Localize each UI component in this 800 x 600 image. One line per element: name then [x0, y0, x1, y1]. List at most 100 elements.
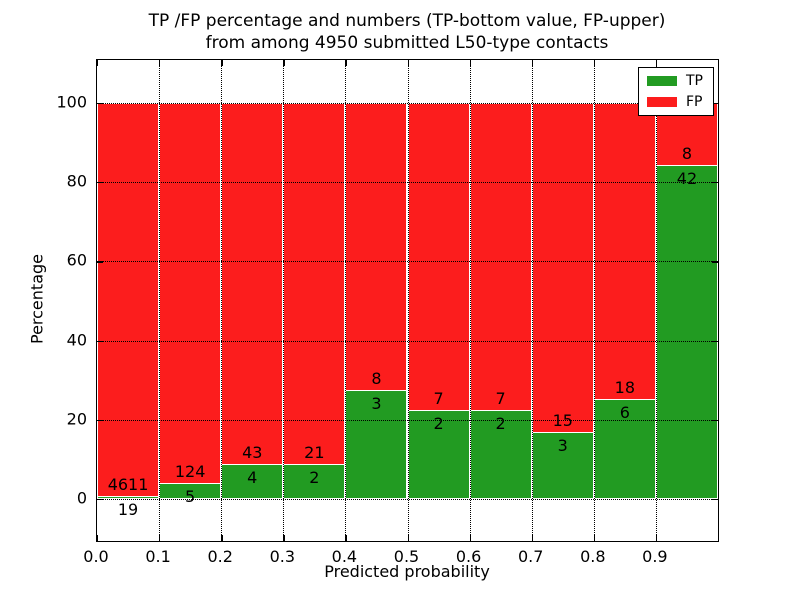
x-tick-mark-bottom [407, 535, 409, 541]
y-tick-mark-right [712, 102, 718, 105]
tp-count-label: 2 [309, 467, 320, 487]
tp-count-label: 6 [619, 402, 630, 422]
gridline-vertical [407, 60, 409, 541]
y-tick-mark-right [712, 340, 718, 342]
gridline-vertical [221, 60, 223, 541]
legend-swatch-fp [647, 97, 677, 107]
bar-segment-tp [655, 166, 718, 499]
x-tick-mark-top [345, 60, 347, 66]
bar-segment-fp [97, 102, 160, 498]
gridline-vertical [469, 60, 471, 541]
bar-segment-tp [469, 410, 532, 499]
y-tick-mark-left [97, 182, 103, 184]
x-tick-mark-bottom [655, 535, 658, 541]
y-tick-mark-left [97, 419, 103, 422]
x-tick-label: 0.3 [269, 547, 296, 566]
x-tick-mark-top [283, 60, 285, 66]
fp-count-label: 7 [495, 388, 506, 408]
y-tick-mark-right [712, 499, 718, 501]
x-tick-mark-top [159, 60, 161, 66]
y-tick-label: 80 [66, 171, 87, 191]
gridline-vertical [345, 60, 347, 541]
y-tick-label: 20 [66, 409, 87, 429]
x-tick-label: 0.2 [207, 547, 233, 566]
y-tick-mark-right [712, 419, 718, 422]
fp-count-label: 18 [614, 377, 636, 397]
bar-segment-fp [407, 102, 470, 411]
tp-count-label: 2 [433, 413, 444, 433]
y-tick-mark-left [97, 499, 103, 501]
x-tick-mark-top [593, 60, 596, 66]
x-tick-label: 0.1 [145, 547, 171, 566]
chart-title: TP /FP percentage and numbers (TP-bottom… [96, 10, 718, 54]
y-tick-label: 60 [66, 250, 87, 270]
x-tick-label: 0.5 [393, 547, 420, 566]
bar-segment-tp [531, 432, 594, 499]
x-tick-mark-bottom [97, 535, 99, 541]
x-tick-mark-top [221, 60, 223, 66]
bar-segment-tp [97, 497, 160, 499]
fp-count-label: 7 [433, 388, 444, 408]
tp-count-label: 2 [495, 413, 506, 433]
y-tick-mark-left [97, 102, 103, 105]
y-tick-label: 40 [66, 330, 87, 350]
tp-count-label: 42 [676, 169, 698, 189]
legend-label: FP [686, 94, 703, 110]
x-tick-mark-bottom [345, 535, 347, 541]
bar-segment-fp [159, 102, 222, 484]
bar-segment-fp [283, 102, 346, 465]
y-tick-mark-right [712, 182, 718, 184]
y-axis-label: Percentage [27, 253, 47, 345]
x-tick-label: 0.9 [642, 547, 668, 566]
legend-label: TP [686, 73, 703, 89]
fp-count-label: 8 [371, 368, 382, 388]
fp-count-label: 4611 [107, 475, 149, 495]
y-tick-label: 0 [76, 488, 87, 508]
bar-segment-tp [593, 399, 656, 499]
bar-segment-fp [221, 102, 284, 466]
x-tick-mark-top [469, 60, 471, 66]
x-tick-mark-bottom [469, 535, 471, 541]
fp-count-label: 124 [174, 461, 206, 481]
fp-count-label: 43 [242, 443, 263, 463]
bar-segment-fp [531, 102, 594, 433]
tp-count-label: 3 [557, 435, 568, 455]
chart-title-line2: from among 4950 submitted L50-type conta… [205, 33, 609, 53]
gridline-vertical [283, 60, 285, 541]
tp-count-label: 5 [185, 486, 196, 506]
x-tick-mark-top [531, 60, 534, 66]
x-tick-label: 0.0 [83, 547, 109, 566]
plot-area: 4611 19 124 5 43 4 21 2 8 3 7 2 7 2 15 3 18 6 8 42 TP FP [96, 59, 719, 542]
bar-segment-fp [469, 102, 532, 411]
fp-count-label: 15 [552, 410, 573, 430]
x-tick-mark-bottom [221, 535, 223, 541]
x-tick-label: 0.7 [517, 547, 544, 566]
x-tick-mark-top [407, 60, 409, 66]
legend: TP FP [638, 67, 714, 116]
tp-count-label: 4 [247, 468, 258, 488]
fp-count-label: 21 [304, 442, 325, 462]
gridline-vertical [655, 60, 657, 541]
y-tick-mark-right [712, 261, 718, 263]
x-tick-mark-top [97, 60, 99, 66]
bar-segment-tp [283, 464, 346, 499]
legend-entry-fp: FP [647, 95, 703, 109]
x-tick-mark-bottom [283, 535, 285, 541]
y-tick-mark-left [97, 340, 103, 342]
y-tick-label: 100 [56, 92, 87, 112]
x-tick-mark-bottom [593, 535, 596, 541]
y-tick-mark-left [97, 261, 103, 263]
gridline-vertical [159, 60, 161, 541]
gridline-vertical [531, 60, 533, 541]
chart-title-line1: TP /FP percentage and numbers (TP-bottom… [148, 11, 666, 31]
tp-count-label: 19 [117, 500, 139, 520]
x-axis-label: Predicted probability [324, 562, 490, 581]
legend-swatch-tp [647, 76, 677, 86]
x-tick-label: 0.8 [580, 547, 606, 566]
x-tick-mark-bottom [531, 535, 534, 541]
x-tick-label: 0.6 [455, 547, 482, 566]
bar-segment-fp [593, 102, 656, 400]
tp-count-label: 3 [371, 393, 382, 413]
bar-segment-fp [345, 102, 408, 391]
